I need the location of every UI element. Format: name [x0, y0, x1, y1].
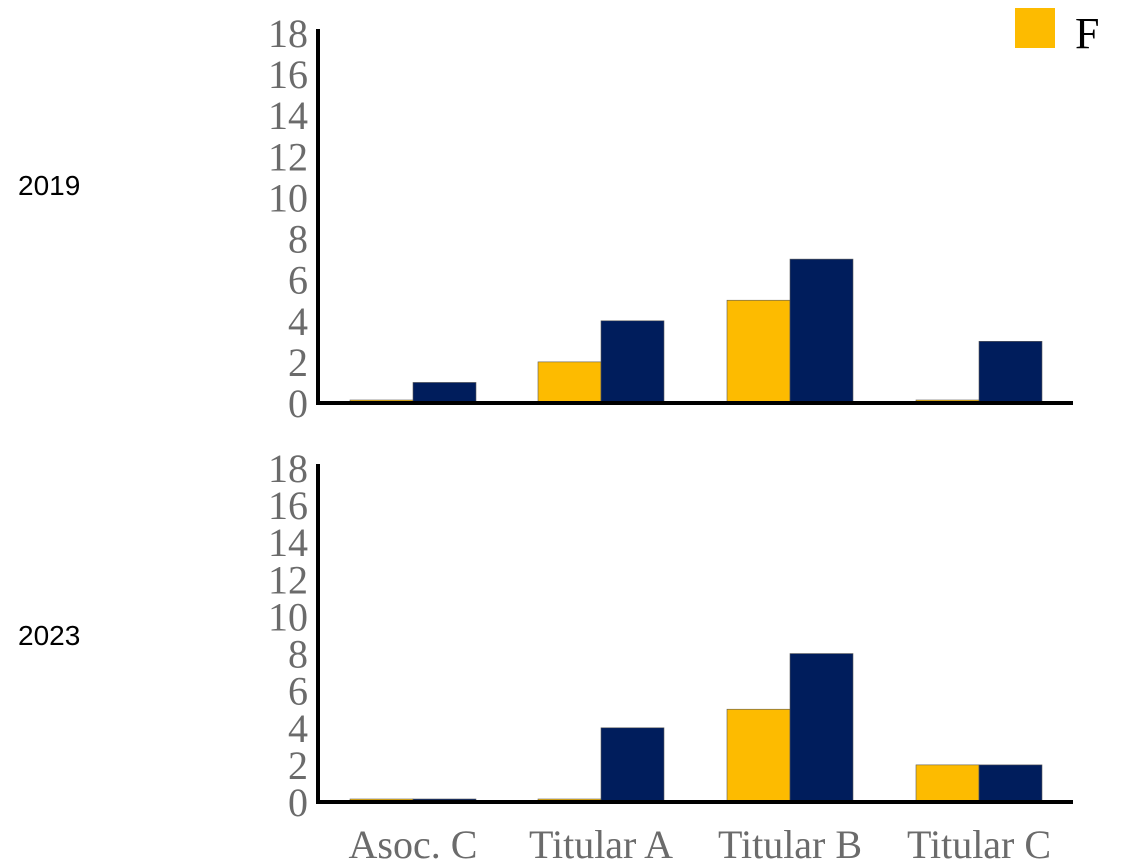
bar-f-2 — [726, 708, 791, 803]
bar-series-1-1 — [600, 727, 665, 803]
y-tick-label: 6 — [288, 669, 308, 714]
y-tick-label: 14 — [268, 93, 308, 138]
y-tick-label: 16 — [268, 52, 308, 97]
legend-swatch-f — [1015, 8, 1055, 48]
y-tick-label: 10 — [268, 175, 308, 220]
y-tick-label: 12 — [268, 557, 308, 602]
legend-label-f: F — [1075, 9, 1099, 58]
y-tick-label: 2 — [288, 743, 308, 788]
legend: F — [1015, 8, 1099, 58]
category-label: Titular A — [529, 822, 673, 865]
category-label: Asoc. C — [349, 822, 478, 865]
y-tick-label: 18 — [268, 446, 308, 491]
bar-series-1-2 — [789, 258, 854, 404]
panel-label: 2023 — [18, 620, 80, 651]
category-label: Titular B — [718, 822, 862, 865]
panel-label: 2019 — [18, 170, 80, 201]
y-tick-label: 4 — [288, 706, 308, 751]
y-tick-label: 16 — [268, 483, 308, 528]
y-tick-label: 2 — [288, 340, 308, 385]
bar-series-1-3 — [978, 341, 1043, 404]
y-tick-label: 8 — [288, 217, 308, 262]
y-tick-label: 12 — [268, 134, 308, 179]
category-label: Titular C — [907, 822, 1051, 865]
y-tick-label: 8 — [288, 632, 308, 677]
y-tick-label: 10 — [268, 594, 308, 639]
y-tick-label: 14 — [268, 520, 308, 565]
y-tick-label: 4 — [288, 299, 308, 344]
bar-series-1-2 — [789, 653, 854, 803]
bar-series-1-1 — [600, 320, 665, 404]
y-tick-label: 18 — [268, 11, 308, 56]
y-tick-label: 0 — [288, 381, 308, 426]
bar-f-3 — [915, 764, 980, 803]
bar-series-1-0 — [412, 382, 477, 404]
bar-f-2 — [726, 299, 791, 404]
y-tick-label: 0 — [288, 780, 308, 825]
bar-f-1 — [537, 361, 602, 404]
bar-series-1-3 — [978, 764, 1043, 803]
y-tick-label: 6 — [288, 258, 308, 303]
